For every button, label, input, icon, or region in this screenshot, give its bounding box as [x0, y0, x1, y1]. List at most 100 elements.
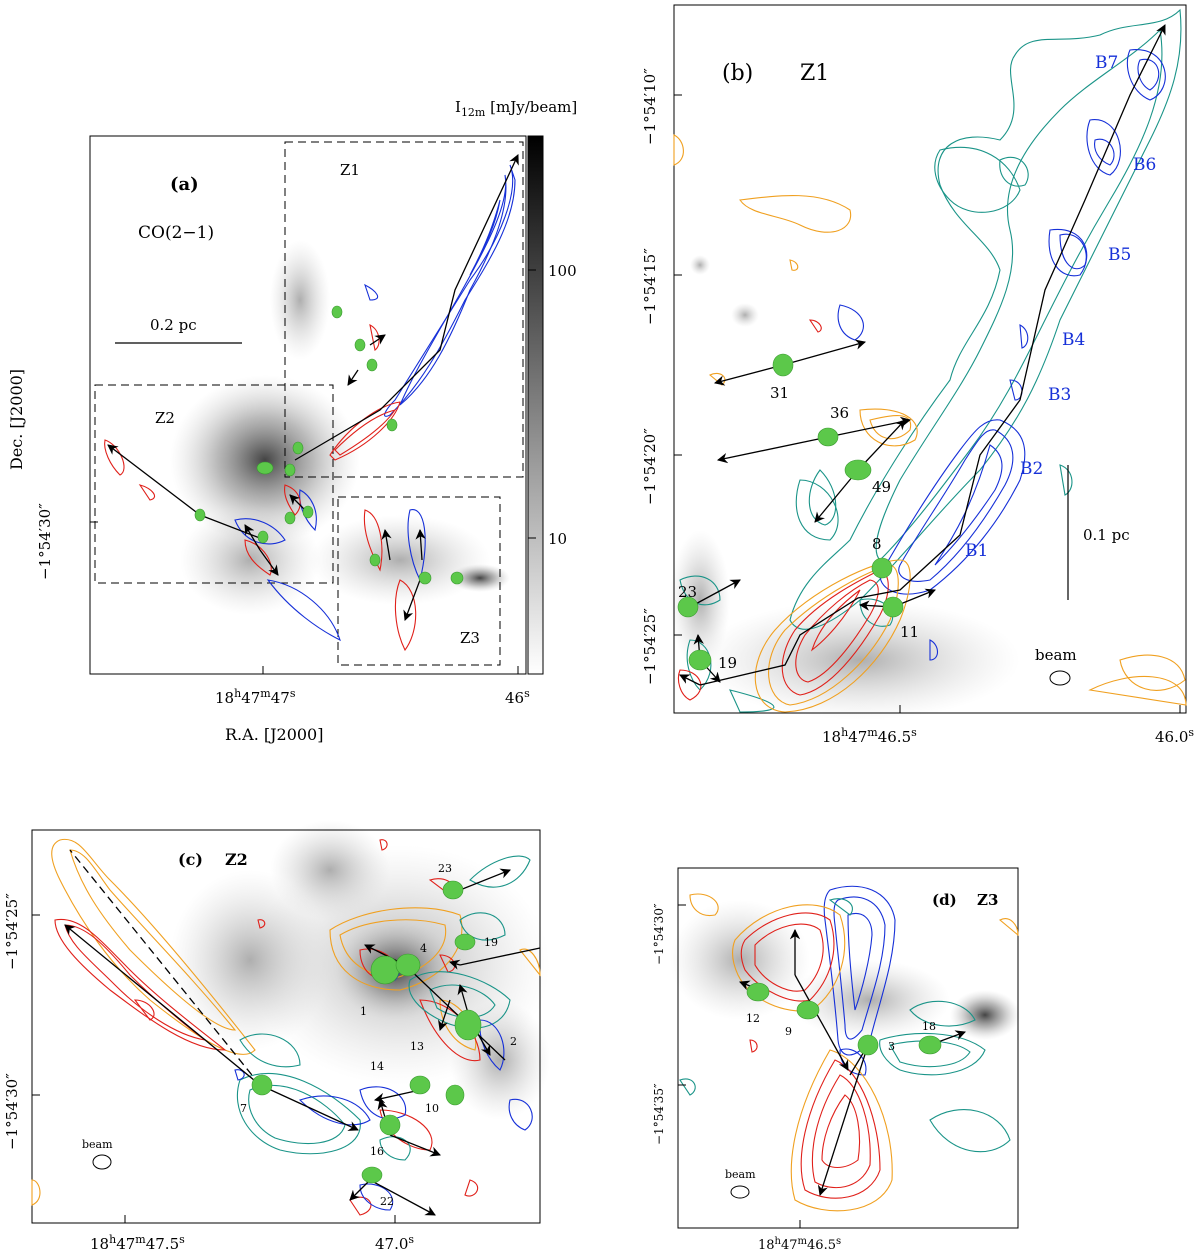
- cores-c: [251, 880, 482, 1184]
- core-label-36: 36: [830, 404, 849, 422]
- knot-b6: B6: [1133, 155, 1156, 175]
- arrow-c-7e: [259, 1084, 359, 1131]
- arrow-c-23: [459, 868, 511, 891]
- panel-b-ra: 18h47m46.5s: [822, 726, 917, 746]
- panel-d: (d) Z3: [652, 867, 1020, 1253]
- arrow-c-10: [438, 999, 451, 1031]
- arrow-a-2: [347, 369, 359, 386]
- dust-emission-a2: [180, 505, 320, 615]
- panel-d-zone: Z3: [977, 891, 998, 909]
- core-label-11: 11: [900, 623, 919, 641]
- arrow-d-9s: [794, 974, 849, 1071]
- core-label-23: 23: [678, 583, 697, 601]
- outflow-axis-a-z2: [107, 444, 201, 516]
- panel-a: I12m [mJy/beam] 100 10 Z1 Z2 Z3 (a) CO(2…: [7, 98, 577, 744]
- arrow-a-7: [259, 549, 279, 576]
- outflow-axis-a-z1: [294, 154, 519, 461]
- core-c-22: 22: [380, 1195, 394, 1208]
- colorbar: [527, 135, 544, 675]
- beam-label-d: beam: [725, 1168, 756, 1181]
- core-c-23: 23: [438, 862, 452, 875]
- panel-d-tag: (d): [932, 891, 957, 909]
- arrow-b-31e: [782, 339, 867, 366]
- arrow-a-5: [415, 528, 426, 561]
- panel-b-dec-15: −1°54′15″: [641, 248, 659, 325]
- panel-a-ra-tick: 18h47m47s: [215, 687, 296, 707]
- panel-a-ylabel: Dec. [J2000]: [7, 369, 26, 470]
- core-label-8: 8: [872, 535, 882, 553]
- orange-lobe-b: [673, 134, 1187, 713]
- panel-c-ra-1: 18h47m47.5s: [90, 1233, 185, 1253]
- arrow-a-8: [289, 494, 306, 511]
- orange-lobe-d: [689, 893, 1019, 1212]
- knot-b7: B7: [1095, 53, 1118, 73]
- zone-box-z2: [94, 384, 334, 584]
- panel-c-frame: [31, 829, 541, 1224]
- arrow-a-1: [369, 334, 386, 346]
- panel-a-xlabel: R.A. [J2000]: [225, 725, 323, 744]
- panel-b-tag: (b): [722, 61, 753, 86]
- dust-emission-a5: [270, 240, 330, 360]
- colorbar-tick-100: 100: [548, 262, 577, 280]
- panel-d-dec-30: −1°54′30″: [652, 903, 666, 965]
- core-d-12: 12: [746, 1012, 760, 1025]
- arrow-a-6: [244, 524, 261, 551]
- core-d-18: 18: [922, 1020, 936, 1033]
- knot-b4: B4: [1062, 330, 1085, 350]
- arrow-c-7dash: [69, 849, 261, 1086]
- panel-b-dec-25: −1°54′25″: [641, 608, 659, 685]
- beam-ellipse-d: [730, 1185, 750, 1199]
- arrow-b-23: [689, 579, 741, 608]
- molecule-label: CO(2−1): [138, 223, 214, 243]
- panel-b-zone: Z1: [800, 61, 829, 86]
- core-c-19: 19: [484, 936, 498, 949]
- panel-c-ra-2: 47.0s: [375, 1233, 414, 1253]
- cores-d: [746, 982, 942, 1056]
- dust-emission-a3: [310, 515, 490, 605]
- zone-label-z2: Z2: [155, 409, 175, 427]
- beam-ellipse-c: [92, 1154, 112, 1170]
- zone-label-z1: Z1: [340, 161, 360, 179]
- panel-b-dec-20: −1°54′20″: [641, 428, 659, 505]
- panel-b-dec-10: −1°54′10″: [641, 68, 659, 145]
- panel-c-dec-30: −1°54′30″: [3, 1073, 21, 1150]
- arrow-a-4: [403, 579, 421, 621]
- panel-b: (b) Z1: [641, 4, 1194, 746]
- teal-lobe-d: [679, 898, 1011, 1153]
- scale-bar-label-b: 0.1 pc: [1083, 526, 1130, 544]
- panel-c-dec-25: −1°54′25″: [3, 893, 21, 970]
- panel-c-tag: (c): [178, 850, 203, 869]
- colorbar-tick-10: 10: [548, 530, 567, 548]
- arrow-b-36w: [716, 436, 829, 464]
- core-label-49: 49: [872, 478, 891, 496]
- core-d-3: 3: [888, 1040, 895, 1053]
- panel-b-frame: [673, 4, 1187, 714]
- panel-d-ra: 18h47m46.5s: [758, 1236, 841, 1253]
- arrow-c-16e: [389, 1134, 441, 1157]
- arrow-a-3: [381, 528, 392, 561]
- core-c-1: 1: [360, 1005, 367, 1018]
- arrow-c-7w: [64, 924, 261, 1086]
- panel-c: (c) Z2: [3, 820, 550, 1253]
- dust-emission-a4: [450, 564, 510, 592]
- arrow-c-14: [373, 1089, 421, 1104]
- knot-b1: B1: [965, 541, 988, 561]
- core-c-14: 14: [370, 1060, 384, 1073]
- cores-b: [677, 353, 904, 671]
- orange-lobe-c: [31, 838, 541, 1206]
- panel-a-dec-tick: −1°54′30″: [36, 503, 54, 580]
- knot-b5: B5: [1108, 245, 1131, 265]
- blue-lobe-a: [234, 164, 516, 642]
- core-c-16: 16: [370, 1145, 384, 1158]
- core-c-13: 13: [410, 1040, 424, 1053]
- arrow-b-31w: [713, 364, 784, 386]
- knot-b3: B3: [1048, 385, 1071, 405]
- panel-b-ra-right: 46.0s: [1155, 726, 1194, 746]
- panel-c-zone: Z2: [225, 850, 248, 869]
- panel-d-dec-35: −1°54′35″: [652, 1083, 666, 1145]
- cores-a: [194, 305, 464, 585]
- outflow-axis-b: [699, 24, 1166, 686]
- arrow-d-3s: [817, 1044, 869, 1196]
- arrow-c-1e: [404, 964, 506, 1061]
